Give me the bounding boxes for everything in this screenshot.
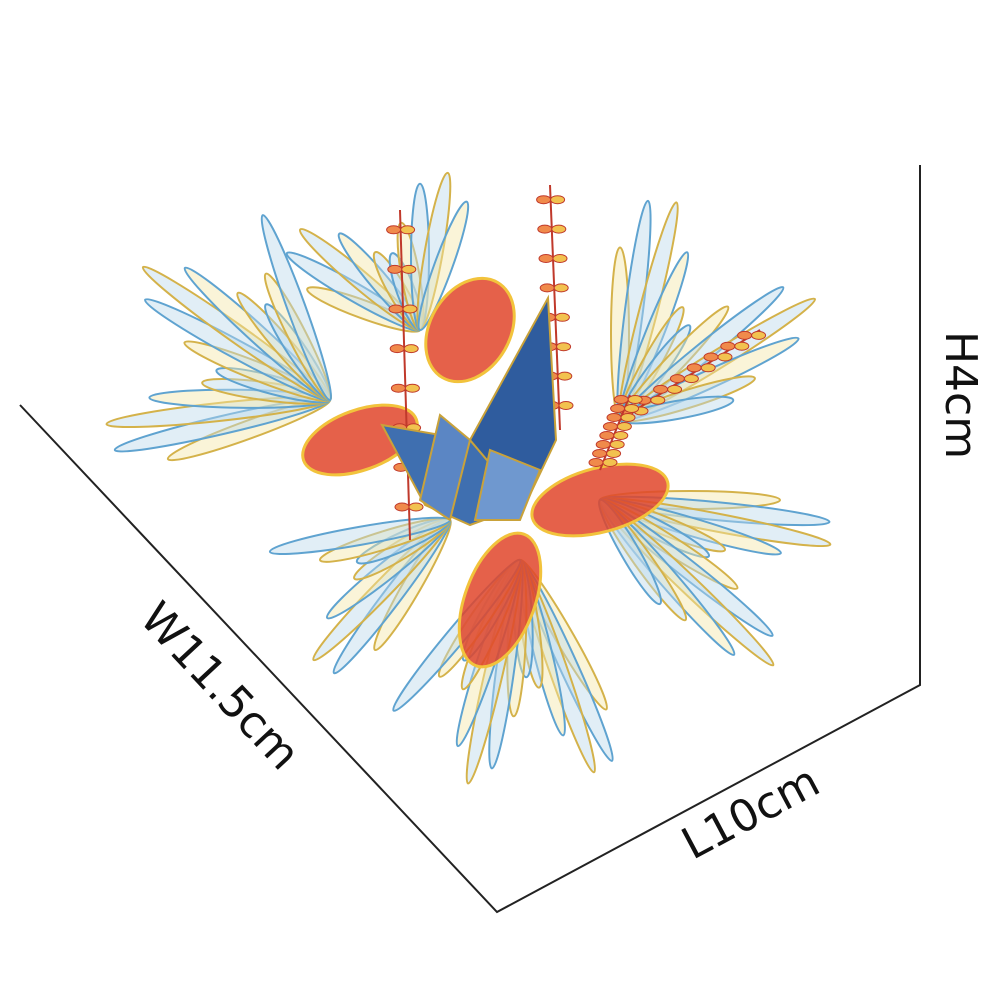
leaf [408, 502, 424, 512]
dimension-lines [19, 165, 921, 914]
leaf [599, 431, 615, 440]
leaf [550, 195, 566, 205]
leaf [401, 264, 417, 274]
leaf [650, 395, 666, 405]
crane-tail [418, 413, 472, 522]
leaf [539, 283, 555, 293]
width-label: W11.5cm [130, 593, 310, 780]
leaf [751, 330, 767, 340]
leaf [602, 422, 618, 431]
leaf [404, 383, 420, 393]
leaf [552, 254, 568, 263]
phoenix [424, 276, 516, 384]
leaf [700, 363, 716, 373]
crane-sculpture [105, 171, 832, 785]
leaf [536, 195, 552, 205]
feather [417, 200, 470, 332]
leaf [686, 363, 702, 373]
leaf [588, 458, 604, 467]
leaf [390, 383, 406, 393]
leaf [734, 341, 750, 351]
crane-body [380, 294, 558, 527]
length-label: L10cm [674, 756, 828, 870]
phoenix [530, 462, 670, 538]
leaf [403, 344, 419, 354]
phoenix [301, 403, 419, 477]
leaf [538, 254, 554, 263]
leaf [386, 225, 402, 235]
leaf [667, 384, 683, 394]
leaf [620, 413, 636, 422]
leaf [703, 352, 719, 362]
leaf [720, 341, 736, 351]
leaf [624, 404, 640, 413]
height-label: H4cm [935, 331, 986, 459]
leaf [717, 352, 733, 362]
leaf [683, 374, 699, 384]
leaf [606, 449, 622, 458]
branch [549, 184, 561, 431]
leaf [553, 283, 569, 293]
leaf [602, 458, 618, 467]
feather [260, 214, 333, 402]
leaf [551, 224, 567, 234]
leaf [388, 304, 404, 314]
leaf [613, 395, 629, 404]
leaf [610, 404, 626, 413]
phoenix [457, 531, 543, 669]
leaf [537, 224, 553, 234]
leaf [669, 374, 685, 384]
leaf [557, 371, 573, 381]
leaf [613, 431, 629, 440]
leaf [595, 440, 611, 449]
leaf [609, 440, 625, 449]
leaf [737, 330, 753, 340]
branch [399, 209, 411, 541]
leaf [616, 422, 632, 431]
leaf [389, 344, 405, 354]
crane-fold [473, 448, 542, 521]
leaf [592, 449, 608, 458]
leaf [558, 401, 574, 410]
leaf [627, 395, 643, 404]
leaf [394, 502, 410, 512]
leaf [606, 413, 622, 422]
leaf [653, 384, 669, 394]
leaf [554, 312, 570, 322]
leaf [387, 264, 403, 274]
leaf [402, 304, 418, 314]
leaf [556, 342, 572, 352]
leaf [400, 225, 416, 235]
